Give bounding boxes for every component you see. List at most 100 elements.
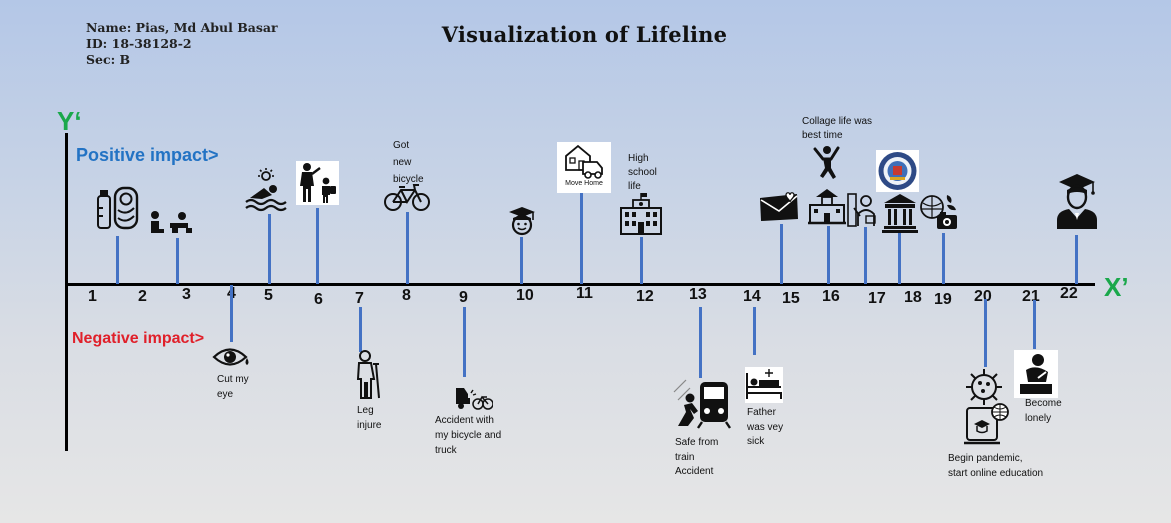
connector-line xyxy=(898,233,901,284)
caption-line: was vey xyxy=(747,421,784,433)
caption-line: Safe from xyxy=(675,437,719,448)
tick-label: 16 xyxy=(822,288,840,305)
tick-label: 2 xyxy=(138,288,147,305)
jumping-person-icon xyxy=(811,145,841,185)
connector-line xyxy=(463,307,466,377)
connector-line xyxy=(406,212,409,284)
tick-label: 5 xyxy=(264,287,273,304)
tick-label: 9 xyxy=(459,289,468,306)
caption-line: injure xyxy=(357,420,382,431)
student-graduate-icon xyxy=(507,206,537,238)
caption-line: new xyxy=(393,157,412,168)
tick-label: 12 xyxy=(636,288,654,305)
connector-line xyxy=(780,224,783,284)
x-axis-line xyxy=(65,283,1095,286)
student-id: ID: 18-38128-2 xyxy=(86,36,192,51)
love-letter-icon xyxy=(759,191,799,223)
connector-line xyxy=(864,227,867,284)
tick-label: 19 xyxy=(934,291,952,308)
tick-label: 1 xyxy=(88,288,97,305)
travel-camera-icon xyxy=(919,193,959,231)
connector-line xyxy=(176,238,179,284)
connector-line xyxy=(753,307,756,355)
school-building-icon xyxy=(619,192,663,236)
teacher-icon xyxy=(846,192,878,228)
connector-line xyxy=(316,208,319,284)
caption-line: Father xyxy=(747,407,776,418)
pandemic-caption: Begin pandemic, start online education xyxy=(948,451,1043,481)
caption-line: Begin pandemic, xyxy=(948,453,1023,464)
university-building-icon xyxy=(882,193,918,233)
negative-impact-label: Negative impact> xyxy=(72,330,205,347)
caption-line: start online education xyxy=(948,468,1044,479)
tick-label: 7 xyxy=(355,290,364,307)
lonely-caption: Become lonely xyxy=(1025,397,1062,426)
caption-line: bicycle xyxy=(393,174,424,185)
tick-label: 21 xyxy=(1022,288,1040,305)
caption-line: Cut my xyxy=(217,374,249,385)
tick-label: 14 xyxy=(743,288,761,305)
college-caption: Collage life was best time xyxy=(802,115,872,143)
connector-line xyxy=(984,299,987,367)
caption-line: Leg xyxy=(357,405,374,416)
sick-bed-icon xyxy=(746,369,782,399)
tick-label: 3 xyxy=(182,286,191,303)
train-caption: Safe from train Accident xyxy=(675,436,718,480)
parent-child-icon xyxy=(300,163,336,203)
connector-line xyxy=(1075,235,1078,284)
caption-line: High xyxy=(628,153,649,164)
student-section: Sec: B xyxy=(86,52,131,67)
connector-line xyxy=(942,233,945,284)
move-home-box: Move Home xyxy=(557,142,611,193)
caption-line: Got xyxy=(393,140,410,151)
accident-caption: Accident with my bicycle and truck xyxy=(435,413,501,458)
student-name: Name: Pias, Md Abul Basar xyxy=(86,20,278,35)
father-caption: Father was vey sick xyxy=(747,406,783,450)
tick-label: 20 xyxy=(974,288,992,305)
connector-line xyxy=(520,237,523,284)
tick-label: 6 xyxy=(314,291,323,308)
train-escape-icon xyxy=(672,378,732,430)
positive-impact-label: Positive impact> xyxy=(76,145,219,165)
caption-line: eye xyxy=(217,389,234,400)
lonely-box xyxy=(1014,350,1058,398)
tick-label: 22 xyxy=(1060,285,1078,302)
tick-label: 11 xyxy=(576,285,593,302)
connector-line xyxy=(116,236,119,284)
connector-line xyxy=(699,307,702,378)
tick-label: 18 xyxy=(904,289,922,306)
connector-line xyxy=(268,214,271,284)
caption-line: sick xyxy=(747,436,765,447)
y-axis-label: Y‘ xyxy=(57,106,82,136)
school-start-box xyxy=(296,161,339,205)
virus-icon xyxy=(964,367,1004,407)
connector-line xyxy=(1033,300,1036,349)
online-education-icon xyxy=(964,402,1010,448)
leg-injury-icon xyxy=(350,350,382,400)
got-bicycle-caption: Got new bicycle xyxy=(393,137,424,188)
bicycle-icon xyxy=(384,184,430,212)
caption-line: best time xyxy=(802,130,843,141)
student-info: Name: Pias, Md Abul Basar ID: 18-38128-2… xyxy=(86,20,278,68)
tick-label: 8 xyxy=(402,287,411,304)
caption-line: train xyxy=(675,451,695,463)
caption-line: Accident with xyxy=(435,415,494,426)
truck-accident-icon xyxy=(455,384,493,412)
y-axis-line xyxy=(65,133,68,451)
connector-line xyxy=(827,226,830,284)
connector-line xyxy=(640,237,643,284)
caption-line: school xyxy=(628,167,657,178)
university-logo-icon xyxy=(878,152,917,190)
caption-line: life xyxy=(628,181,641,192)
connector-line xyxy=(359,307,362,352)
eye-injury-icon xyxy=(212,344,252,372)
swimming-icon xyxy=(244,168,288,214)
university-logo-box xyxy=(876,150,919,192)
graduate-icon xyxy=(1055,172,1099,230)
tick-label: 13 xyxy=(689,286,707,303)
baby-bottle-icon xyxy=(95,186,143,232)
sick-father-box xyxy=(745,367,783,403)
caption-line: Collage life was xyxy=(802,116,873,127)
tick-label: 15 xyxy=(782,290,800,307)
